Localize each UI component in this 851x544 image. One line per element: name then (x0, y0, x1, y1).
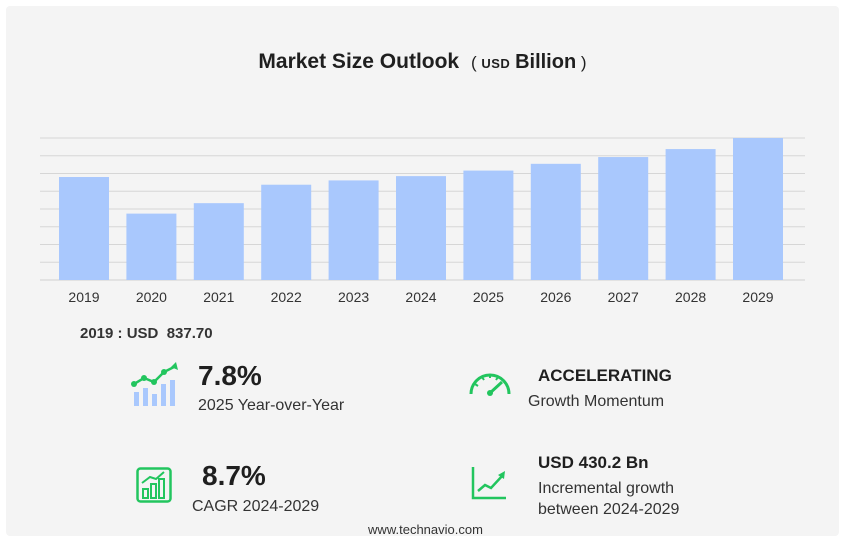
incremental-label-1: Incremental growth (538, 480, 675, 497)
title-unit: ( USD Billion ) (470, 51, 587, 73)
bar-2020 (126, 213, 177, 280)
growth-bars-icon (131, 362, 178, 406)
chart-bars (59, 138, 783, 280)
momentum-label: Growth Momentum (528, 393, 665, 410)
x-tick-label: 2023 (338, 289, 369, 305)
bar-2026 (530, 163, 581, 280)
yoy-value: 7.8% (198, 360, 262, 391)
cagr-value: 8.7% (202, 460, 266, 491)
title-text: Market Size Outlook (258, 50, 460, 73)
x-tick-label: 2027 (608, 289, 639, 305)
bar-2027 (598, 157, 649, 280)
incremental-value: USD 430.2 Bn (538, 453, 649, 472)
momentum-value: ACCELERATING (538, 366, 672, 385)
x-tick-label: 2028 (675, 289, 706, 305)
bar-chart-up-icon (136, 467, 172, 503)
bar-2029 (733, 138, 783, 280)
trend-line-icon (471, 467, 506, 500)
x-axis-labels: 2019 2020 2021 2022 2023 2024 2025 2026 2027 2028… (68, 289, 773, 305)
x-tick-label: 2019 (68, 289, 99, 305)
x-tick-label: 2025 (473, 289, 504, 305)
x-tick-label: 2024 (405, 289, 436, 305)
bar-2025 (463, 170, 514, 280)
x-tick-label: 2021 (203, 289, 234, 305)
bar-2022 (261, 184, 312, 280)
x-tick-label: 2022 (271, 289, 302, 305)
bar-2019 (59, 177, 109, 280)
incremental-label-2: between 2024-2029 (538, 501, 680, 518)
source-footer: www.technavio.com (368, 522, 483, 537)
cagr-label: CAGR 2024-2029 (192, 498, 320, 515)
bar-2024 (396, 176, 446, 280)
x-tick-label: 2026 (540, 289, 571, 305)
x-tick-label: 2029 (742, 289, 773, 305)
bar-2028 (665, 149, 716, 280)
speedometer-icon (469, 373, 511, 396)
x-tick-label: 2020 (136, 289, 167, 305)
chart-title: Market Size Outlook ( USD Billion ) (6, 50, 839, 74)
bar-chart: 2019 2020 2021 2022 2023 2024 2025 2026 2027 2028… (40, 137, 805, 305)
bar-2021 (193, 203, 244, 280)
base-year-value: 2019 : USD 837.70 (80, 325, 213, 342)
bar-2023 (328, 180, 379, 280)
yoy-label: 2025 Year-over-Year (198, 397, 345, 414)
